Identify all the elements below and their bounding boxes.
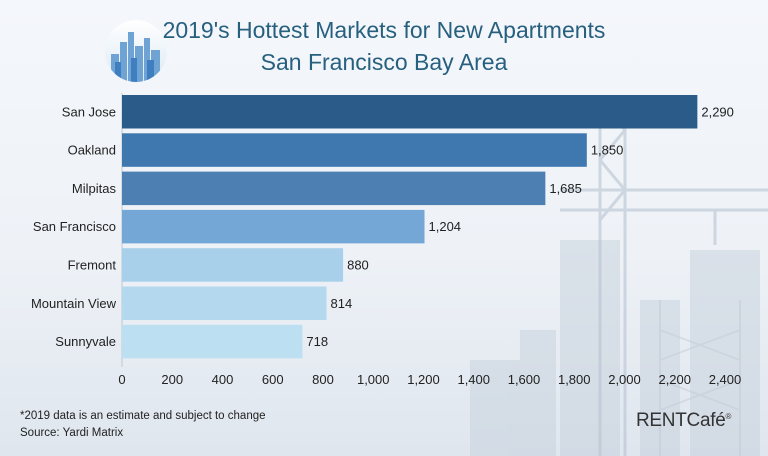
x-tick-label: 1,800 bbox=[558, 372, 591, 387]
x-tick-label: 400 bbox=[212, 372, 234, 387]
data-label: 814 bbox=[331, 296, 353, 311]
bar bbox=[122, 286, 327, 320]
chart-subtitle: San Francisco Bay Area bbox=[260, 49, 508, 75]
data-label: 1,850 bbox=[591, 143, 624, 158]
x-tick-label: 600 bbox=[262, 372, 284, 387]
footnote-source: Source: Yardi Matrix bbox=[20, 427, 124, 439]
category-label: San Jose bbox=[62, 104, 116, 119]
brand-name: RENTCafé bbox=[636, 410, 726, 431]
x-tick-label: 2,200 bbox=[658, 372, 691, 387]
x-tick-label: 1,200 bbox=[407, 372, 440, 387]
x-tick-label: 800 bbox=[312, 372, 334, 387]
data-label: 880 bbox=[347, 257, 369, 272]
footnote: *2019 data is an estimate and subject to… bbox=[20, 408, 266, 442]
category-label: Milpitas bbox=[72, 181, 117, 196]
bar bbox=[122, 324, 303, 359]
category-label: San Francisco bbox=[33, 219, 116, 234]
x-tick-label: 2,400 bbox=[709, 372, 742, 387]
x-tick-label: 0 bbox=[118, 372, 125, 387]
data-label: 2,290 bbox=[701, 104, 734, 119]
x-tick-label: 1,400 bbox=[457, 372, 490, 387]
category-label: Fremont bbox=[68, 257, 117, 272]
chart-title-block: 2019's Hottest Markets for New Apartment… bbox=[0, 14, 768, 78]
chart-title: 2019's Hottest Markets for New Apartment… bbox=[162, 17, 606, 43]
category-label: Mountain View bbox=[31, 296, 117, 311]
brand-registered-mark: ® bbox=[725, 412, 732, 421]
x-tick-label: 200 bbox=[161, 372, 183, 387]
bar bbox=[122, 133, 587, 167]
bar bbox=[122, 248, 344, 282]
footnote-estimate: *2019 data is an estimate and subject to… bbox=[20, 410, 266, 422]
city-skyline-icon bbox=[105, 20, 167, 82]
bar bbox=[122, 95, 698, 129]
data-label: 718 bbox=[306, 334, 328, 349]
bar bbox=[122, 209, 425, 244]
x-tick-label: 1,000 bbox=[357, 372, 390, 387]
category-label: Oakland bbox=[68, 143, 116, 158]
x-tick-label: 1,600 bbox=[508, 372, 541, 387]
data-label: 1,685 bbox=[549, 181, 582, 196]
category-label: Sunnyvale bbox=[55, 334, 116, 349]
data-label: 1,204 bbox=[429, 219, 462, 234]
brand-logo: RENTCafé® bbox=[636, 410, 731, 432]
bar bbox=[122, 171, 546, 206]
x-tick-label: 2,000 bbox=[608, 372, 641, 387]
